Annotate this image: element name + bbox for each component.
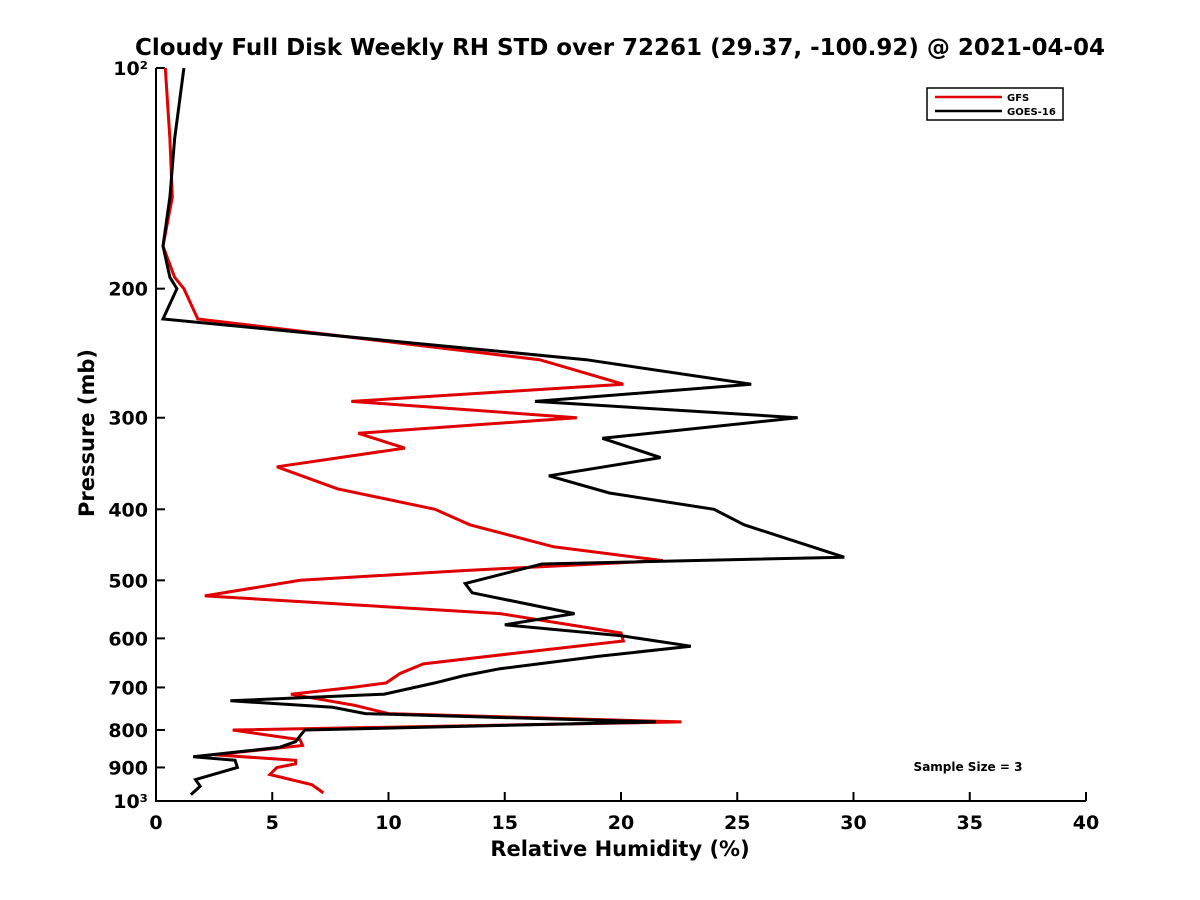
- legend-label-gfs: GFS: [1007, 93, 1029, 104]
- y-axis-ticks: 10² 200 300 400 500 600 700 800 900 10³: [108, 58, 165, 813]
- y-tick-label: 10³: [113, 791, 148, 813]
- y-tick-label: 400: [108, 499, 148, 521]
- series-line-goes16: [160, 67, 845, 796]
- x-tick-label: 25: [724, 812, 750, 834]
- y-tick-label: 300: [108, 408, 148, 430]
- legend-box: [926, 87, 1064, 121]
- x-tick-label: 30: [840, 812, 866, 834]
- x-tick-label: 15: [492, 812, 518, 834]
- axis-frame: [155, 68, 1086, 802]
- x-axis-label: Relative Humidity (%): [490, 837, 749, 861]
- y-tick-label: 900: [108, 757, 148, 779]
- series-line-gfs: [161, 67, 682, 795]
- x-tick-label: 40: [1073, 812, 1099, 834]
- x-axis-ticks: 0 5 10 15 20 25 30 35 40: [149, 792, 1099, 834]
- plot-area: 0 5 10 15 20 25 30 35 40 10² 200 300 400 500 600 700 80…: [108, 58, 1099, 834]
- x-tick-label: 0: [149, 812, 162, 834]
- y-tick-label: 200: [108, 279, 148, 301]
- y-tick-label: 500: [108, 570, 148, 592]
- x-tick-label: 5: [266, 812, 279, 834]
- legend-label-goes16: GOES-16: [1007, 107, 1056, 118]
- legend: GFS GOES-16: [926, 87, 1064, 121]
- x-tick-label: 35: [957, 812, 983, 834]
- x-tick-label: 20: [608, 812, 634, 834]
- y-tick-label: 600: [108, 628, 148, 650]
- y-tick-label: 700: [108, 677, 148, 699]
- y-tick-label: 800: [108, 720, 148, 742]
- sample-size-annotation: Sample Size = 3: [914, 760, 1023, 774]
- series-lines: [160, 67, 845, 796]
- y-tick-label: 10²: [113, 58, 148, 80]
- y-axis-label: Pressure (mb): [75, 349, 99, 517]
- chart-title: Cloudy Full Disk Weekly RH STD over 7226…: [135, 35, 1105, 61]
- x-tick-label: 10: [375, 812, 401, 834]
